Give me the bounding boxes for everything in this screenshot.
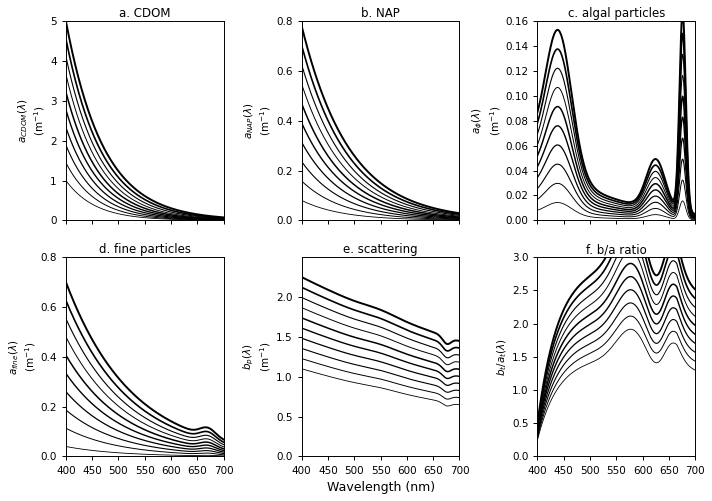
Y-axis label: $a_{NAP}(\lambda)$
(m$^{-1}$): $a_{NAP}(\lambda)$ (m$^{-1}$) [243,102,273,139]
X-axis label: Wavelength (nm): Wavelength (nm) [327,481,434,494]
Y-axis label: $a_{\phi}(\lambda)$
(m$^{-1}$): $a_{\phi}(\lambda)$ (m$^{-1}$) [471,106,503,136]
Title: b. NAP: b. NAP [361,7,400,20]
Y-axis label: $b_t/a_t(\lambda)$: $b_t/a_t(\lambda)$ [496,338,509,376]
Title: a. CDOM: a. CDOM [119,7,171,20]
Title: e. scattering: e. scattering [343,243,418,256]
Title: c. algal particles: c. algal particles [567,7,665,20]
Title: f. b/a ratio: f. b/a ratio [586,243,646,256]
Y-axis label: $a_{fine}(\lambda)$
(m$^{-1}$): $a_{fine}(\lambda)$ (m$^{-1}$) [7,339,38,375]
Title: d. fine particles: d. fine particles [99,243,191,256]
Y-axis label: $a_{CDOM}(\lambda)$
(m$^{-1}$): $a_{CDOM}(\lambda)$ (m$^{-1}$) [17,98,48,143]
Y-axis label: $b_p(\lambda)$
(m$^{-1}$): $b_p(\lambda)$ (m$^{-1}$) [242,342,273,372]
